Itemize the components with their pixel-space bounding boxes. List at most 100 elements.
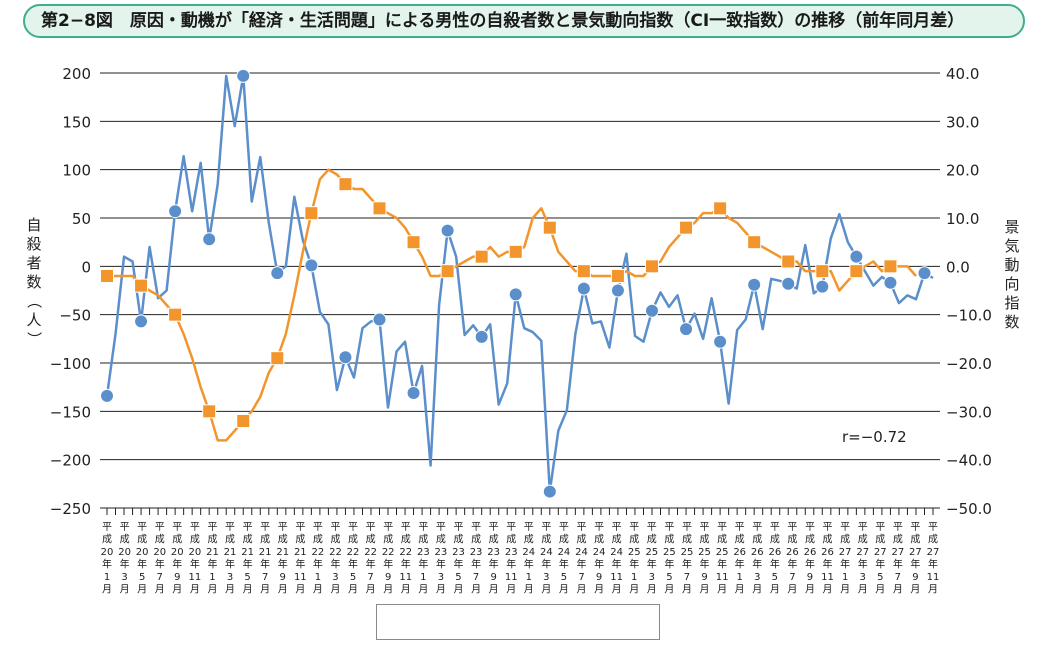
x-tick-label-char: 27 bbox=[909, 547, 922, 558]
x-tick-label-char: 平 bbox=[295, 522, 305, 533]
x-tick-label-char: 成 bbox=[278, 534, 288, 546]
series-suicides-point bbox=[100, 388, 114, 403]
x-tick-label-char: 成 bbox=[541, 534, 551, 546]
series-ci-index-point bbox=[202, 404, 217, 419]
series-suicides-point bbox=[644, 303, 659, 318]
x-tick-label-char: 年 bbox=[858, 558, 868, 571]
x-tick-label-char: 平 bbox=[629, 522, 639, 533]
x-tick-label-char: 年 bbox=[682, 558, 692, 571]
series-ci-index-point bbox=[576, 264, 591, 279]
x-tick-label-char: 5 bbox=[877, 572, 883, 583]
series-ci-index-point bbox=[508, 244, 523, 259]
x-tick-label-char: 22 bbox=[399, 547, 412, 558]
x-tick-label-char: 21 bbox=[294, 547, 307, 558]
series-ci-index-point bbox=[406, 235, 421, 250]
correlation-annotation: r=−0.72 bbox=[842, 428, 907, 446]
x-tick-label-char: 11 bbox=[294, 572, 307, 583]
series-ci-index-point bbox=[304, 206, 319, 221]
series-ci-index-point bbox=[134, 278, 149, 293]
x-tick-label-char: 1 bbox=[209, 572, 215, 583]
x-tick-label-char: 平 bbox=[717, 522, 727, 533]
x-tick-label-char: 成 bbox=[330, 534, 340, 546]
x-tick-label-char: 月 bbox=[489, 584, 499, 596]
x-tick-label-char: 5 bbox=[455, 572, 461, 583]
x-tick-label-char: 成 bbox=[823, 534, 833, 546]
x-tick-label-char: 月 bbox=[893, 584, 903, 596]
x-tick-label-char: 月 bbox=[840, 584, 850, 596]
x-tick-label-char: 成 bbox=[893, 534, 903, 546]
x-tick-label-char: 年 bbox=[207, 558, 217, 571]
y-right-tick-label: 30.0 bbox=[946, 113, 979, 131]
x-tick-label-char: 11 bbox=[505, 572, 518, 583]
x-tick-label-char: 成 bbox=[383, 534, 393, 546]
x-tick-label-char: 年 bbox=[647, 558, 657, 571]
x-tick-label-char: 20 bbox=[171, 547, 184, 558]
x-tick-label-char: 平 bbox=[366, 522, 376, 533]
axis-title-char: 人 bbox=[26, 311, 41, 329]
series-ci-index-point bbox=[883, 259, 898, 274]
x-tick-label-char: 年 bbox=[875, 558, 885, 571]
x-tick-label-char: 年 bbox=[471, 558, 481, 571]
axis-title-char: 殺 bbox=[26, 235, 41, 253]
x-tick-label-char: 3 bbox=[860, 572, 866, 583]
x-tick-label-char: 成 bbox=[172, 534, 182, 546]
x-tick-label-char: 平 bbox=[805, 522, 815, 533]
x-tick-label-char: 23 bbox=[470, 547, 483, 558]
x-tick-label-char: 成 bbox=[453, 534, 463, 546]
x-tick-label-char: 26 bbox=[804, 547, 817, 558]
x-tick-label-char: 平 bbox=[594, 522, 604, 533]
x-tick-label-char: 月 bbox=[225, 584, 235, 596]
x-tick-label-char: 成 bbox=[594, 534, 604, 546]
x-tick-label-char: 月 bbox=[735, 584, 745, 596]
x-tick-label-char: 年 bbox=[524, 558, 534, 571]
x-tick-label-char: 3 bbox=[649, 572, 655, 583]
axis-title-char: 気 bbox=[1004, 237, 1019, 255]
y-left-tick-label: 200 bbox=[62, 65, 91, 83]
x-tick-label-char: 月 bbox=[243, 584, 253, 596]
x-tick-label-char: 25 bbox=[645, 547, 658, 558]
series-ci-index-point bbox=[338, 177, 353, 192]
x-tick-label-char: 平 bbox=[858, 522, 868, 533]
x-tick-label-char: 年 bbox=[629, 558, 639, 571]
series-ci-index-point bbox=[815, 264, 830, 279]
x-tick-label-char: 20 bbox=[189, 547, 202, 558]
x-tick-label-char: 23 bbox=[435, 547, 448, 558]
x-tick-label-char: 月 bbox=[506, 584, 516, 596]
x-tick-label-char: 27 bbox=[874, 547, 887, 558]
x-tick-label-char: 成 bbox=[471, 534, 481, 546]
x-tick-label-char: 平 bbox=[612, 522, 622, 533]
x-tick-label-char: 成 bbox=[313, 534, 323, 546]
x-tick-label-char: 成 bbox=[401, 534, 411, 546]
x-tick-label-char: 月 bbox=[102, 584, 112, 596]
axis-title-char: 者 bbox=[26, 254, 41, 272]
series-suicides-point bbox=[815, 279, 830, 294]
x-tick-label-char: 20 bbox=[101, 547, 114, 558]
axis-title-char: 景 bbox=[1004, 218, 1019, 236]
x-tick-label-char: 成 bbox=[348, 534, 358, 546]
x-tick-label-char: 9 bbox=[596, 572, 602, 583]
x-tick-label-char: 7 bbox=[578, 572, 584, 583]
x-tick-label-char: 月 bbox=[155, 584, 165, 596]
x-tick-label-char: 月 bbox=[401, 584, 411, 596]
x-tick-label-char: 22 bbox=[347, 547, 360, 558]
x-tick-label-char: 平 bbox=[577, 522, 587, 533]
y-left-tick-label: 50 bbox=[72, 210, 91, 228]
series-suicides-point bbox=[236, 68, 251, 83]
x-tick-label-char: 27 bbox=[927, 547, 940, 558]
y-left-tick-label: −50 bbox=[59, 307, 91, 325]
y-left-tick-label: −150 bbox=[50, 403, 91, 421]
axis-title-char: 数 bbox=[1004, 313, 1019, 331]
series-ci-index-point bbox=[270, 351, 285, 366]
x-tick-label-char: 年 bbox=[120, 558, 130, 571]
